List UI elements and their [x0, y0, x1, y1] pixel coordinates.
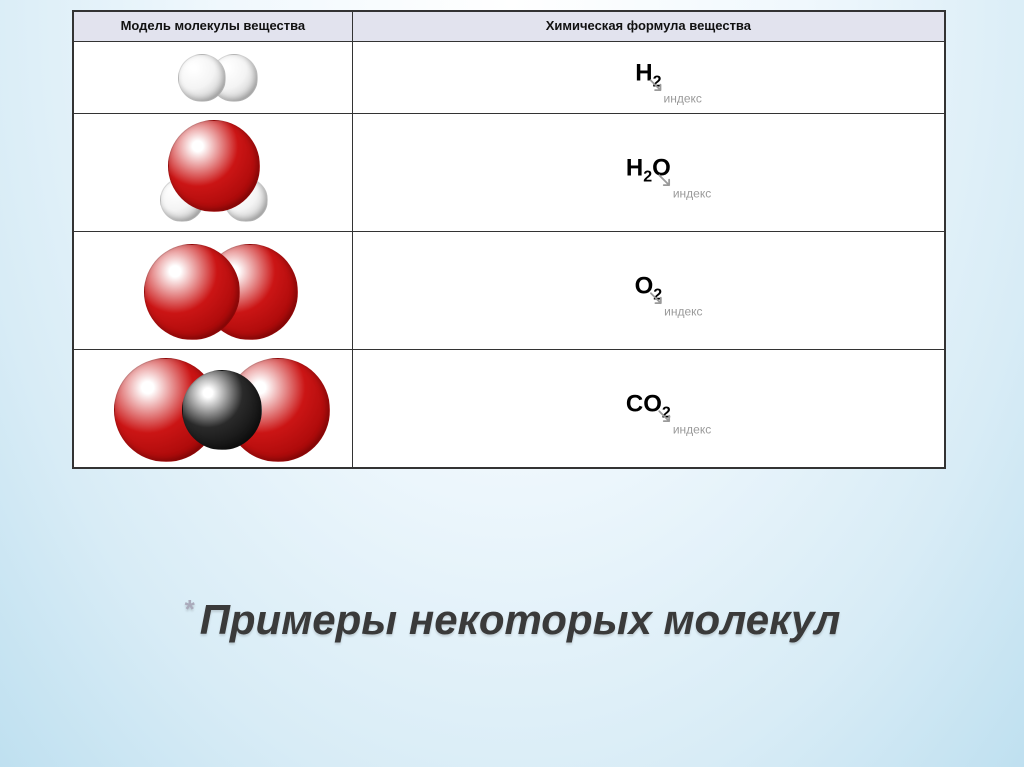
table-row: CO2индекс: [74, 349, 945, 467]
model-cell: [74, 113, 353, 231]
molecule-model: [74, 232, 352, 349]
caption-star: *: [184, 594, 194, 624]
model-cell: [74, 231, 353, 349]
molecule-model: [74, 350, 352, 467]
formula-box: H2Oиндекс: [626, 155, 671, 187]
index-annotation: индекс: [663, 92, 701, 106]
formula-cell: O2индекс: [352, 231, 944, 349]
table: Модель молекулы вещества Химическая форм…: [73, 11, 945, 468]
formula-box: CO2индекс: [626, 391, 671, 423]
column-header-model: Модель молекулы вещества: [74, 12, 353, 42]
column-header-formula: Химическая формула вещества: [352, 12, 944, 42]
formula-box: H2индекс: [635, 60, 661, 92]
formula-cell: H2Oиндекс: [352, 113, 944, 231]
molecule-table: Модель молекулы вещества Химическая форм…: [72, 10, 946, 469]
formula-box: O2индекс: [635, 273, 663, 305]
molecule-model: [74, 114, 352, 231]
index-annotation: индекс: [664, 305, 702, 319]
formula-cell: CO2индекс: [352, 349, 944, 467]
caption: *Примеры некоторых молекул: [0, 594, 1024, 644]
atom: [182, 370, 262, 450]
model-cell: [74, 349, 353, 467]
formula-cell: H2индекс: [352, 41, 944, 113]
atom: [168, 120, 260, 212]
caption-text: Примеры некоторых молекул: [200, 596, 841, 643]
model-cell: [74, 41, 353, 113]
index-annotation: индекс: [673, 187, 711, 201]
table-row: H2индекс: [74, 41, 945, 113]
molecule-model: [74, 42, 352, 113]
atom: [144, 244, 240, 340]
atom: [178, 54, 226, 102]
index-annotation: индекс: [673, 423, 711, 437]
table-row: H2Oиндекс: [74, 113, 945, 231]
table-row: O2индекс: [74, 231, 945, 349]
